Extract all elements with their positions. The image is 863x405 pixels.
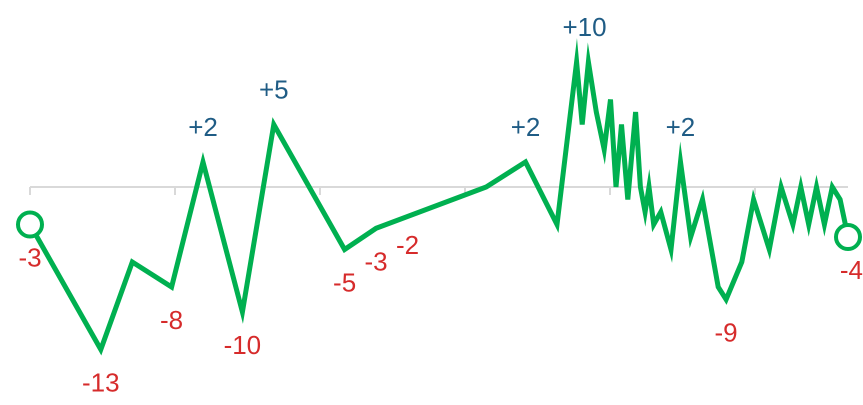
data-label-5: +5 xyxy=(259,75,289,105)
data-label-11: +2 xyxy=(666,112,696,142)
data-label-10: +10 xyxy=(562,12,606,42)
data-label-3: +2 xyxy=(188,112,218,142)
data-label-6: -5 xyxy=(333,268,356,298)
data-label-1: -13 xyxy=(82,368,120,398)
data-label-12: -9 xyxy=(715,318,738,348)
data-label-13: -4 xyxy=(840,255,863,285)
series-line-group xyxy=(27,38,851,356)
data-label-0: -3 xyxy=(18,243,41,273)
data-label-8: -2 xyxy=(396,230,419,260)
start-point-marker xyxy=(16,210,44,239)
end-point-marker xyxy=(834,223,862,251)
data-label-9: +2 xyxy=(511,112,541,142)
data-label-2: -8 xyxy=(160,305,183,335)
data-label-group: -3 -13 -8 +2 -10 +5 -5 -3 -2 +2 +10 +2 -9 -4 xyxy=(18,12,863,398)
endpoint-marker-group xyxy=(16,210,862,251)
zero-axis-group xyxy=(29,186,848,195)
data-label-4: -10 xyxy=(224,330,262,360)
series-line-0 xyxy=(27,38,851,356)
data-label-7: -3 xyxy=(365,246,388,276)
